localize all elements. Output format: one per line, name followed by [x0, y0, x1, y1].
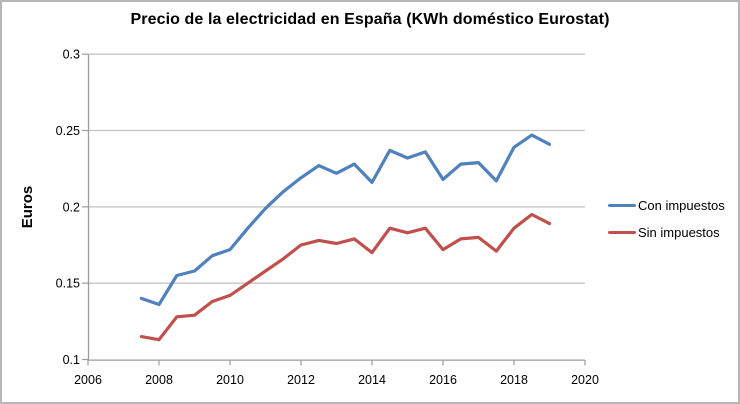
- x-tick-label-2010: 2010: [216, 373, 244, 387]
- y-tick-label-0.3: 0.3: [63, 48, 80, 62]
- legend: Con impuestos Sin impuestos: [608, 195, 725, 249]
- legend-item-sin-impuestos: Sin impuestos: [608, 222, 725, 243]
- legend-line-icon-blue: [608, 204, 636, 207]
- y-tick-label-0.15: 0.15: [56, 277, 80, 291]
- legend-label-sin-impuestos: Sin impuestos: [638, 225, 720, 240]
- x-tick-label-2018: 2018: [500, 373, 528, 387]
- series-line-con-impuestos: [139, 133, 552, 307]
- x-tick-label-2016: 2016: [429, 373, 457, 387]
- series-line-sin-impuestos: [139, 212, 552, 342]
- y-tick-label-0.1: 0.1: [63, 353, 80, 367]
- x-tick-label-2012: 2012: [287, 373, 315, 387]
- legend-label-con-impuestos: Con impuestos: [638, 198, 725, 213]
- legend-line-icon-red: [608, 231, 636, 234]
- chart-title: Precio de la electricidad en España (KWh…: [130, 11, 610, 28]
- x-tick-label-2006: 2006: [74, 373, 102, 387]
- y-tick-label-0.2: 0.2: [63, 200, 80, 214]
- x-tick-label-2008: 2008: [145, 373, 173, 387]
- y-tick-label-0.25: 0.25: [56, 124, 80, 138]
- legend-item-con-impuestos: Con impuestos: [608, 195, 725, 216]
- x-tick-label-2020: 2020: [571, 373, 599, 387]
- x-tick-label-2014: 2014: [358, 373, 386, 387]
